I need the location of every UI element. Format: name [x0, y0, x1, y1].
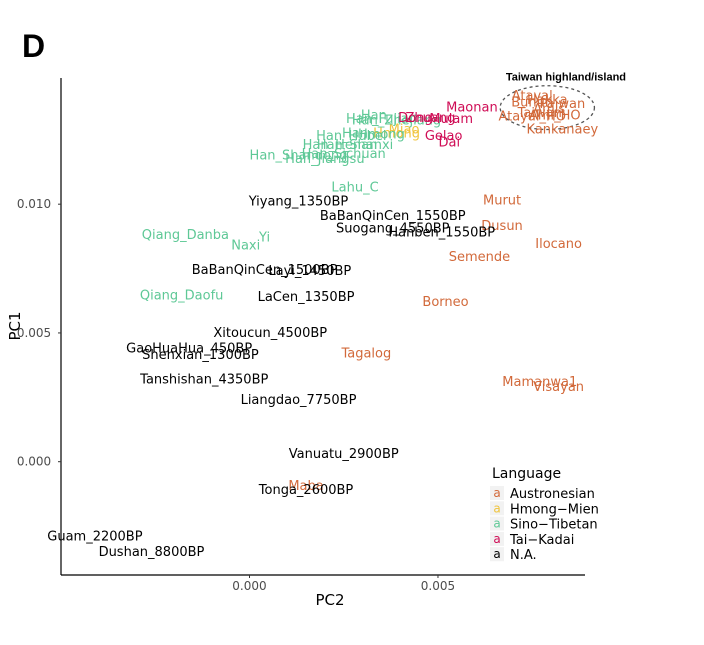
legend-entry-label: N.A. — [510, 548, 537, 563]
x-axis-title: PC2 — [315, 591, 344, 609]
legend-key-glyph: a — [493, 486, 500, 500]
legend-entry-label: Tai−Kadai — [509, 533, 574, 548]
point-label: Dai — [438, 135, 460, 150]
point-label: Xitoucun_4500BP — [213, 326, 327, 341]
y-tick-label: 0.010 — [17, 197, 51, 211]
legend-key — [490, 547, 504, 562]
point-label: Ami_HO — [529, 108, 581, 123]
point-label: Dong — [398, 111, 432, 126]
point-label: Yiyang_1350BP — [248, 195, 349, 210]
point-label: BaBanQinCen_1500BP — [192, 263, 338, 278]
point-label: Hmong — [373, 126, 420, 141]
point-label: Tanshishan_4350BP — [139, 372, 268, 387]
point-label: Lahu_C — [331, 180, 378, 195]
point-label: Shenxian_1300BP — [142, 348, 259, 363]
point-label: Vanuatu_2900BP — [289, 447, 399, 462]
point-labels: AtayalBununPaiwanHakkaAmisTaiwanAtayal_H… — [47, 89, 598, 560]
legend-key-glyph: a — [493, 501, 500, 515]
point-label: Atayal_HO — [498, 110, 566, 125]
x-tick-label: 0.000 — [232, 579, 266, 593]
point-label: Semende — [449, 250, 510, 265]
legend-entry-label: Sino−Tibetan — [510, 518, 598, 533]
legend-title: Language — [492, 466, 561, 482]
point-label: Qiang_Daofu — [140, 289, 224, 304]
legend: Language a Austronesian a Hmong−Mien a Sino−T… — [490, 466, 599, 563]
point-label: Guam_2200BP — [47, 529, 142, 544]
y-tick-label: 0.005 — [17, 326, 51, 340]
point-label: Hakka — [527, 93, 568, 108]
point-label: Qiang_Danba — [142, 228, 229, 243]
point-label: Han_Hubei — [316, 129, 386, 144]
x-tick-label: 0.005 — [421, 579, 455, 593]
point-label: Hmong — [358, 128, 405, 143]
highlight-ellipse — [499, 85, 596, 131]
point-label: Zhuang — [406, 111, 456, 126]
point-label: Paiwan — [540, 97, 586, 112]
point-label: Yi — [258, 231, 270, 246]
point-label: Han_Jiangsu — [285, 152, 364, 167]
point-label: LaCen_1350BP — [258, 290, 355, 305]
point-label: Han_Fujian — [346, 112, 417, 127]
point-label: Atayal — [512, 89, 553, 104]
point-label: Han_Shanxi — [317, 138, 393, 153]
y-axis-title: PC1 — [6, 311, 24, 340]
point-label: Visayan — [533, 380, 584, 395]
legend-key — [490, 531, 504, 546]
legend-entry-label: Hmong−Mien — [510, 502, 599, 517]
point-label: Hanben_1550BP — [388, 226, 495, 241]
point-label: Suogang_4550BP — [336, 222, 450, 237]
point-label: Han — [361, 108, 387, 123]
point-label: Miao — [389, 123, 420, 138]
panel-label: D — [22, 28, 45, 64]
x-ticks: 0.000 0.005 — [232, 575, 455, 593]
y-ticks: 0.000 0.005 0.010 — [17, 197, 61, 469]
legend-key — [490, 516, 504, 531]
annotation-label: Taiwan highland/island — [506, 72, 626, 84]
annotation-layer: Taiwan highland/island — [499, 72, 626, 131]
point-label: Bunun — [511, 95, 553, 110]
point-label: Han_Sichuan — [302, 147, 386, 162]
point-label: Han_Zhejiang — [352, 113, 441, 128]
point-label: Han_Shandong — [250, 148, 348, 163]
legend-key — [490, 486, 504, 500]
point-label: Taiwan — [517, 106, 562, 121]
y-tick-label: 0.000 — [17, 455, 51, 469]
chart-axes — [60, 78, 585, 576]
point-label: Han — [342, 126, 368, 141]
point-label: Amis — [533, 102, 565, 117]
point-label: Kankanaey — [527, 123, 599, 138]
point-label: Mamanwa1 — [502, 375, 577, 390]
legend-items: a Austronesian a Hmong−Mien a Sino−Tibetan a Ta… — [490, 486, 599, 563]
legend-key-glyph: a — [493, 532, 500, 546]
point-label: GaoHuaHua_450BP — [126, 341, 252, 356]
point-label: Tagalog — [340, 347, 391, 362]
point-label: Layi_1450BP — [268, 264, 351, 279]
point-label: Dushan_8800BP — [99, 545, 205, 560]
legend-key-glyph: a — [493, 547, 500, 561]
point-label: Liangdao_7750BP — [241, 393, 357, 408]
point-label: Murut — [483, 193, 521, 208]
point-label: Han_Henan — [303, 138, 378, 153]
point-label: Tonga_2600BP — [258, 483, 354, 498]
point-label: Borneo — [422, 295, 468, 310]
point-label: BaBanQinCen_1550BP — [320, 209, 466, 224]
point-label: Gelao — [425, 129, 463, 144]
point-label: Maonan — [446, 101, 498, 116]
point-label: Ilocano — [535, 237, 582, 252]
point-label: Naxi — [231, 238, 260, 253]
point-label: Mulam — [429, 112, 473, 127]
legend-key-glyph: a — [493, 517, 500, 531]
legend-key — [490, 501, 504, 516]
point-label: Dusun — [481, 219, 523, 234]
legend-entry-label: Austronesian — [510, 487, 595, 502]
point-label: Maba — [288, 479, 323, 494]
